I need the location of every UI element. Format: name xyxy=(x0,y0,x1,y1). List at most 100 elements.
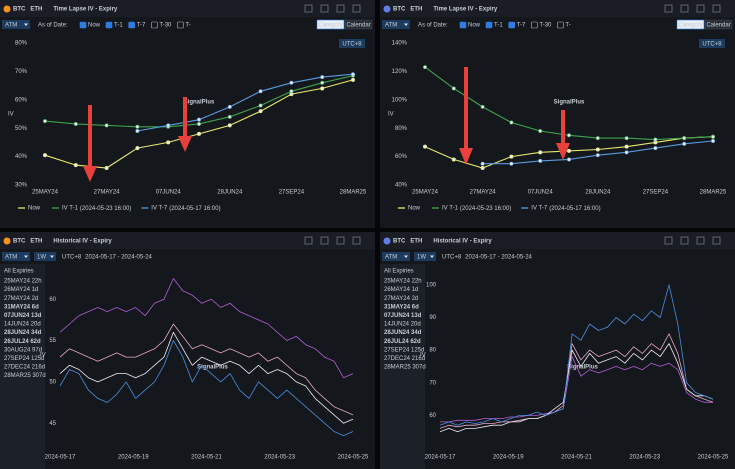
toolbar-icon[interactable] xyxy=(696,236,705,245)
data-point xyxy=(422,144,427,149)
period-box[interactable] xyxy=(34,252,56,261)
legend-item[interactable]: 26JUL24 62d xyxy=(384,339,421,345)
legend-item[interactable]: 27MAY24 2d xyxy=(384,296,418,302)
option-label: Now xyxy=(468,23,481,29)
watermark: SignalPlus xyxy=(554,100,585,106)
view-button[interactable] xyxy=(316,19,345,30)
series-line xyxy=(440,356,713,423)
option-checkbox[interactable] xyxy=(459,21,467,29)
view-button[interactable] xyxy=(676,19,705,30)
legend-panel xyxy=(380,264,425,469)
toolbar-icon[interactable] xyxy=(336,236,345,245)
option-checkbox[interactable] xyxy=(508,21,515,29)
x-tick-label: 28JUN24 xyxy=(585,190,611,196)
data-point xyxy=(104,123,109,128)
toolbar-icon[interactable] xyxy=(352,4,361,13)
y-tick-label: 30% xyxy=(15,183,28,189)
option-checkbox[interactable] xyxy=(485,21,493,29)
legend-item[interactable]: 31MAY24 6d xyxy=(4,304,39,310)
legend-item[interactable]: 27MAY24 2d xyxy=(4,296,38,302)
legend-label: Now xyxy=(28,206,41,212)
option-checkbox[interactable] xyxy=(79,21,87,29)
coin-tab[interactable]: BTC xyxy=(393,239,406,245)
panel-title: Time Lapse IV - Expiry xyxy=(53,7,118,13)
y-tick-label: 140% xyxy=(392,41,408,47)
as-of-label: As of Date: xyxy=(38,23,68,29)
data-point xyxy=(422,65,427,70)
legend-item[interactable]: 07JUN24 13d xyxy=(4,313,42,319)
view-button[interactable] xyxy=(344,19,373,30)
x-tick-label: 07JUN24 xyxy=(528,190,554,196)
legend-item[interactable]: 28JUN24 34d xyxy=(384,330,422,336)
y-tick-label: 60% xyxy=(15,97,28,103)
x-tick-label: 2024-05-25 xyxy=(698,455,729,461)
selector-box[interactable] xyxy=(2,20,30,29)
option-label: T-7 xyxy=(517,23,526,29)
coin-tab[interactable]: BTC xyxy=(393,7,406,13)
toolbar-icon[interactable] xyxy=(664,4,673,13)
legend-item[interactable]: 30AUG24 97d xyxy=(4,347,42,353)
data-point xyxy=(480,104,485,109)
coin-tab[interactable]: ETH xyxy=(410,7,422,13)
toolbar-icon[interactable] xyxy=(304,236,313,245)
legend-item[interactable]: 28MAR25 307d xyxy=(384,365,426,371)
toolbar-icon[interactable] xyxy=(680,4,689,13)
legend-item[interactable]: 27DEC24 216d xyxy=(384,356,425,362)
panel-bg xyxy=(380,232,735,469)
toolbar-icon[interactable] xyxy=(712,4,721,13)
toolbar-icon[interactable] xyxy=(352,236,361,245)
y-axis-label: IV xyxy=(8,112,14,118)
option-checkbox[interactable] xyxy=(151,21,158,29)
legend-item[interactable]: 28JUN24 34d xyxy=(4,330,42,336)
option-checkbox[interactable] xyxy=(557,21,564,29)
coin-tab[interactable]: BTC xyxy=(13,239,26,245)
legend-item[interactable]: 27DEC24 216d xyxy=(4,365,45,371)
toolbar-icon[interactable] xyxy=(712,236,721,245)
data-point xyxy=(538,158,543,163)
legend-item[interactable]: 26JUL24 62d xyxy=(4,339,41,345)
series-line xyxy=(59,331,354,424)
period-box[interactable] xyxy=(414,252,436,261)
legend-item[interactable]: 14JUN24 20d xyxy=(384,322,421,328)
legend-item[interactable]: 28MAR25 307d xyxy=(4,373,46,379)
option-checkbox[interactable] xyxy=(128,21,135,29)
timezone: UTC+8 xyxy=(702,42,722,48)
timezone-badge xyxy=(339,39,365,48)
option-checkbox[interactable] xyxy=(177,21,184,29)
x-tick-label: 27SEP24 xyxy=(279,190,305,196)
legend-item[interactable]: 26MAY24 1d xyxy=(4,287,38,293)
toolbar-icon[interactable] xyxy=(320,4,329,13)
legend-item[interactable]: 26MAY24 1d xyxy=(384,287,418,293)
legend-item[interactable]: 31MAY24 6d xyxy=(384,304,419,310)
toolbar-icon[interactable] xyxy=(680,236,689,245)
toolbar-icon[interactable] xyxy=(336,4,345,13)
data-point xyxy=(653,146,658,151)
toolbar-icon[interactable] xyxy=(664,236,673,245)
coin-tab[interactable]: ETH xyxy=(30,239,42,245)
view-button[interactable] xyxy=(704,19,733,30)
data-point xyxy=(258,109,263,114)
toolbar-icon[interactable] xyxy=(320,236,329,245)
option-checkbox[interactable] xyxy=(105,21,113,29)
selector-box[interactable] xyxy=(382,252,410,261)
legend-item[interactable]: 14JUN24 20d xyxy=(4,322,41,328)
toolbar-icon[interactable] xyxy=(696,4,705,13)
coin-tab[interactable]: ETH xyxy=(30,7,42,13)
selector-box[interactable] xyxy=(2,252,30,261)
legend-label: Now xyxy=(408,206,421,212)
legend-item[interactable]: 25MAY24 22h xyxy=(384,279,422,285)
date-range: 2024-05-17 - 2024-05-24 xyxy=(465,255,532,261)
legend-item[interactable]: 25MAY24 22h xyxy=(4,279,42,285)
data-point xyxy=(227,123,232,128)
option-checkbox[interactable] xyxy=(531,21,538,29)
legend-item[interactable]: 27SEP24 125d xyxy=(4,356,44,362)
selector-box[interactable] xyxy=(382,20,410,29)
coin-tab[interactable]: BTC xyxy=(13,7,26,13)
toolbar-icon[interactable] xyxy=(304,4,313,13)
legend-item[interactable]: 27SEP24 125d xyxy=(384,347,424,353)
arrow-head xyxy=(178,136,192,152)
legend-item[interactable]: 07JUN24 13d xyxy=(384,313,422,319)
coin-tab[interactable]: ETH xyxy=(410,239,422,245)
legend-panel xyxy=(0,264,45,469)
